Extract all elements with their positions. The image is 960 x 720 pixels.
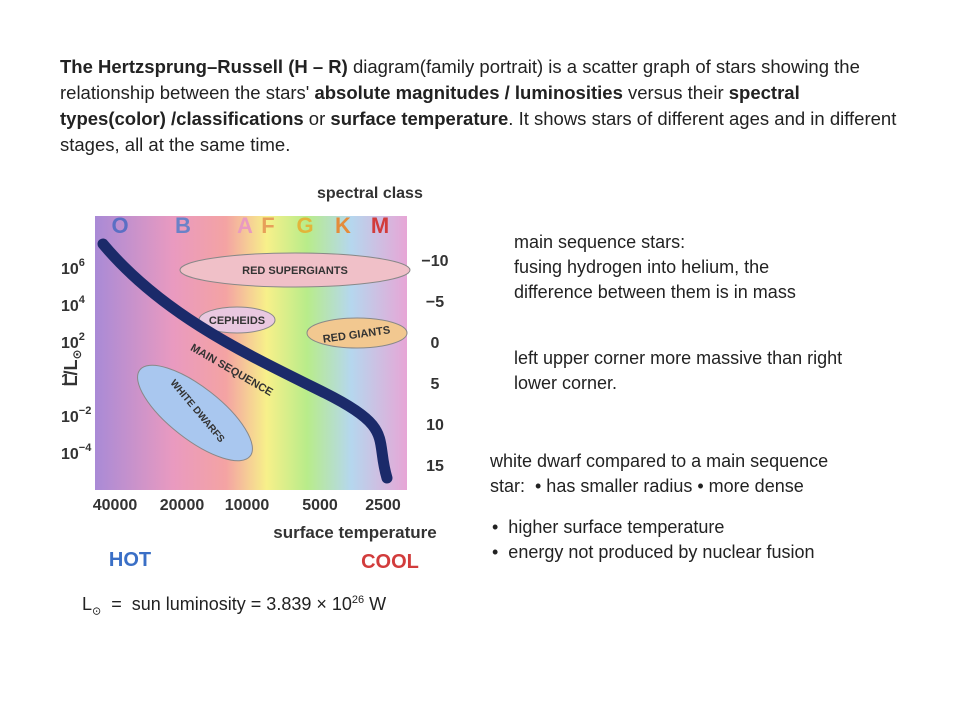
tick-exp: 4 xyxy=(79,294,86,306)
temperature-tick: 20000 xyxy=(160,497,205,514)
magnitude-tick: 5 xyxy=(431,376,440,393)
luminosity-tick: 10−4 xyxy=(61,442,92,463)
tick-exp: −2 xyxy=(79,405,92,417)
intro-segment: The Hertzsprung–Russell (H – R) xyxy=(60,56,348,77)
spectral-class: F xyxy=(261,213,274,238)
text-line: star: • has smaller radius • more dense xyxy=(490,476,804,496)
footnote-text: = sun luminosity = 3.839 × 10 xyxy=(101,594,352,614)
text-line: • higher surface temperature xyxy=(492,517,725,537)
text-line: fusing hydrogen into helium, the xyxy=(514,257,770,277)
footnote-sup: 26 xyxy=(351,594,365,606)
temperature-tick: 5000 xyxy=(302,497,338,514)
bullet-list: • higher surface temperature • energy not… xyxy=(492,515,815,565)
footnote-unit: W xyxy=(364,594,387,614)
giant-region xyxy=(306,317,408,349)
main-sequence-band xyxy=(97,238,393,484)
tick-exp: 2 xyxy=(79,331,85,343)
text-line: • energy not produced by nuclear fusion xyxy=(492,542,815,562)
tick-base: 10 xyxy=(61,298,79,315)
magnitude-label: absolute magnitude xyxy=(454,287,455,429)
temperature-label: surface temperature xyxy=(273,523,436,542)
magnitude-tick: 10 xyxy=(426,417,444,434)
tick-base: 10 xyxy=(61,335,79,352)
intro-segment: versus their xyxy=(622,82,729,103)
tick-exp: −4 xyxy=(79,442,92,454)
footnote-symbol: L xyxy=(82,594,93,614)
intro-segment: surface temperature xyxy=(330,108,509,129)
tick-base: 10 xyxy=(61,446,79,463)
magnitude-tick: −10 xyxy=(421,253,448,270)
spectral-class: K xyxy=(335,213,351,238)
intro-segment: absolute magnitudes / luminosities xyxy=(314,82,623,103)
region-label: RED SUPERGIANTS xyxy=(242,265,348,277)
tick-base: 10 xyxy=(61,261,79,278)
temperature-tick: 40000 xyxy=(93,497,138,514)
spectral-class: B xyxy=(175,213,191,238)
luminosity-tick: 1 xyxy=(61,372,70,389)
label-sub: ⊙ xyxy=(70,349,84,359)
dwarf-region xyxy=(137,364,253,462)
text-line: difference between them is in mass xyxy=(514,282,796,302)
tick-exp: 6 xyxy=(79,257,85,269)
label-base: L/L xyxy=(61,360,81,387)
intro-paragraph: The Hertzsprung–Russell (H – R) diagram(… xyxy=(60,54,910,158)
white-dwarf-note: white dwarf compared to a main sequence s… xyxy=(490,449,828,499)
footnote-sub: ⊙ xyxy=(92,605,102,618)
region-label: CEPHEIDS xyxy=(209,315,265,327)
footnote: L⊙ = sun luminosity = 3.839 × 1026 W xyxy=(82,594,386,618)
hot-label: HOT xyxy=(109,549,151,571)
tick-base: 10 xyxy=(61,409,79,426)
luminosity-tick: 102 xyxy=(61,331,85,352)
text-line: lower corner. xyxy=(514,373,618,393)
intro-segment: spectral types(color) /classifications xyxy=(60,82,800,129)
magnitude-tick: 0 xyxy=(431,335,440,352)
main-sequence-note: main sequence stars: fusing hydrogen into… xyxy=(514,230,796,305)
intro-segment: or xyxy=(303,108,331,129)
text-line: white dwarf compared to a main sequence xyxy=(490,451,829,471)
luminosity-tick: 106 xyxy=(61,257,85,278)
intro-segment: diagram(family portrait) is a scatter gr… xyxy=(60,56,860,103)
tick-base: 1 xyxy=(61,372,70,389)
cool-label: COOL xyxy=(361,551,419,573)
spectral-title: spectral class xyxy=(317,185,423,202)
mass-note: left upper corner more massive than righ… xyxy=(514,346,842,396)
magnitude-tick: 15 xyxy=(426,458,444,475)
spectral-class: M xyxy=(371,213,389,238)
text-line: left upper corner more massive than righ… xyxy=(514,348,843,368)
spectral-class: G xyxy=(296,213,313,238)
spectral-class: A xyxy=(237,213,253,238)
temperature-tick: 2500 xyxy=(365,497,401,514)
intro-segment: . It shows stars of different ages and i… xyxy=(60,108,897,155)
luminosity-tick: 104 xyxy=(61,294,86,315)
luminosity-label: L/L⊙ xyxy=(61,349,84,386)
supergiant-region xyxy=(179,252,411,288)
luminosity-tick: 10−2 xyxy=(61,405,91,426)
temperature-tick: 10000 xyxy=(225,497,270,514)
magnitude-tick: −5 xyxy=(426,294,444,311)
text-line: main sequence stars: xyxy=(514,232,686,252)
spectral-class: O xyxy=(111,213,128,238)
